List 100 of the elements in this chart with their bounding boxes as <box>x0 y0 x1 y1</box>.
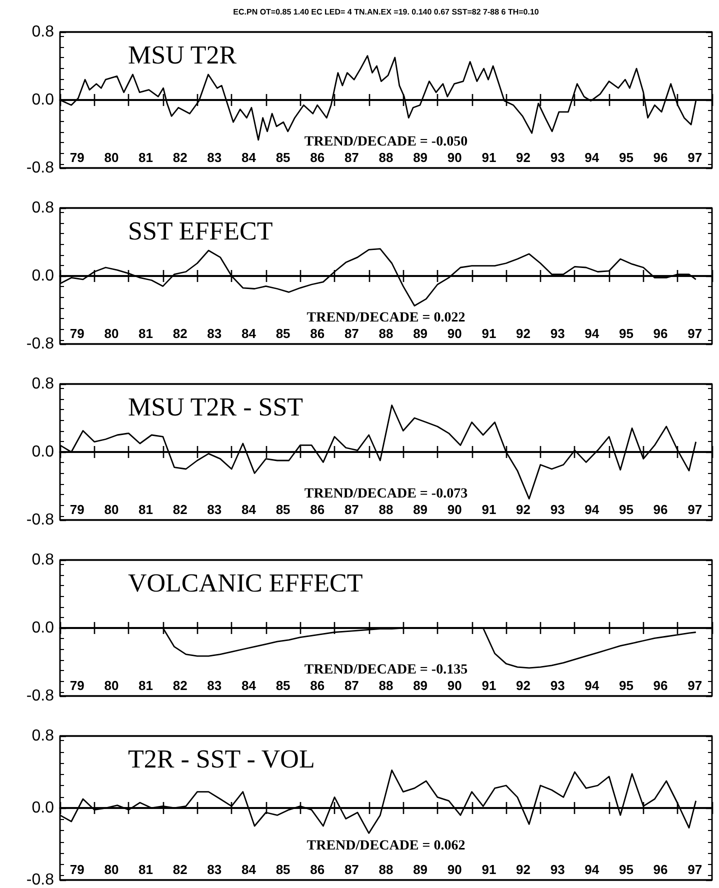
x-tick-label: 86 <box>310 502 325 517</box>
x-tick-label: 95 <box>618 502 634 517</box>
y-tick-label: 0.0 <box>32 444 54 460</box>
x-tick-label: 91 <box>482 862 496 877</box>
chart-subtitle: EC.PN OT=0.85 1.40 EC LED= 4 TN.AN.EX =19. 0.140 0.67 SST=82 7-88 6 TH=0.10 <box>233 8 540 16</box>
x-tick-label: 97 <box>688 150 702 165</box>
x-tick-label: 93 <box>550 502 565 517</box>
x-tick-label: 88 <box>378 862 394 877</box>
x-tick-label: 88 <box>378 502 394 517</box>
annotation: TREND/DECADE = 0.022 <box>306 310 466 326</box>
x-tick-label: 96 <box>653 502 668 517</box>
x-tick-label: 85 <box>276 678 290 693</box>
x-tick-label: 93 <box>550 678 565 693</box>
x-tick-label: 82 <box>172 150 188 165</box>
x-tick-label: 81 <box>138 862 154 877</box>
x-tick-label: 92 <box>516 862 530 877</box>
x-tick-label: 87 <box>344 678 359 693</box>
x-tick-label: 90 <box>447 678 462 693</box>
x-tick-label: 81 <box>138 326 154 341</box>
x-tick-label: 97 <box>688 862 702 877</box>
annotation: TREND/DECADE = -0.050 <box>304 134 468 150</box>
x-tick-label: 89 <box>413 502 428 517</box>
chart-title: MSU T2R <box>128 40 238 70</box>
x-tick-label: 95 <box>618 678 634 693</box>
x-tick-label: 80 <box>104 502 119 517</box>
x-tick-label: 88 <box>378 678 394 693</box>
x-tick-label: 79 <box>70 678 84 693</box>
y-tick-label: 0.0 <box>32 800 54 816</box>
x-tick-label: 85 <box>276 862 290 877</box>
x-tick-label: 86 <box>310 678 325 693</box>
x-tick-label: 85 <box>276 150 290 165</box>
x-tick-label: 89 <box>413 678 428 693</box>
x-tick-label: 82 <box>172 678 188 693</box>
x-tick-label: 88 <box>378 150 394 165</box>
x-tick-label: 83 <box>207 150 222 165</box>
x-tick-label: 84 <box>242 150 257 165</box>
x-tick-label: 87 <box>344 862 359 877</box>
x-tick-label: 84 <box>242 862 257 877</box>
chart-title: T2R - SST - VOL <box>128 744 315 774</box>
x-tick-label: 92 <box>516 326 530 341</box>
x-tick-label: 82 <box>172 326 188 341</box>
x-tick-label: 80 <box>104 326 119 341</box>
x-tick-label: 93 <box>550 150 565 165</box>
x-tick-label: 84 <box>242 502 257 517</box>
x-tick-label: 79 <box>70 862 84 877</box>
y-tick-label: 0.0 <box>32 268 54 284</box>
x-tick-label: 79 <box>70 502 84 517</box>
x-tick-label: 81 <box>138 502 154 517</box>
x-tick-label: 79 <box>70 150 84 165</box>
x-tick-label: 89 <box>413 150 428 165</box>
x-tick-label: 81 <box>138 678 154 693</box>
x-tick-label: 86 <box>310 862 325 877</box>
x-tick-label: 91 <box>482 150 496 165</box>
y-tick-label: -0.8 <box>26 336 54 352</box>
x-tick-label: 87 <box>344 502 359 517</box>
x-tick-label: 94 <box>584 326 600 341</box>
x-tick-label: 87 <box>344 326 359 341</box>
x-tick-label: 93 <box>550 862 565 877</box>
x-tick-label: 83 <box>207 502 222 517</box>
x-tick-label: 89 <box>413 326 428 341</box>
x-tick-label: 97 <box>688 502 702 517</box>
x-tick-label: 96 <box>653 678 668 693</box>
y-tick-label: -0.8 <box>26 160 54 176</box>
x-tick-label: 86 <box>310 326 325 341</box>
x-tick-label: 96 <box>653 326 668 341</box>
x-tick-label: 97 <box>688 678 702 693</box>
y-tick-label: 0.8 <box>32 552 54 568</box>
x-tick-label: 89 <box>413 862 428 877</box>
x-tick-label: 86 <box>310 150 325 165</box>
x-tick-label: 95 <box>618 862 634 877</box>
x-tick-label: 94 <box>584 150 600 165</box>
x-tick-label: 83 <box>207 862 222 877</box>
y-tick-label: -0.8 <box>26 688 54 704</box>
chart-title: MSU T2R - SST <box>128 392 304 422</box>
x-tick-label: 84 <box>242 678 257 693</box>
annotation: TREND/DECADE = 0.062 <box>306 838 466 854</box>
x-tick-label: 97 <box>688 326 702 341</box>
y-tick-label: -0.8 <box>26 872 54 888</box>
x-tick-label: 81 <box>138 150 154 165</box>
x-tick-label: 96 <box>653 862 668 877</box>
y-tick-label: 0.8 <box>32 728 54 744</box>
x-tick-label: 91 <box>482 678 496 693</box>
x-tick-label: 93 <box>550 326 565 341</box>
annotation: TREND/DECADE = -0.073 <box>304 486 468 502</box>
x-tick-label: 91 <box>482 502 496 517</box>
chart-title: VOLCANIC EFFECT <box>128 568 363 598</box>
x-tick-label: 82 <box>172 862 188 877</box>
x-tick-label: 85 <box>276 326 290 341</box>
x-tick-label: 85 <box>276 502 290 517</box>
x-tick-label: 87 <box>344 150 359 165</box>
x-tick-label: 92 <box>516 150 530 165</box>
x-tick-label: 83 <box>207 326 222 341</box>
x-tick-label: 92 <box>516 502 530 517</box>
annotation: TREND/DECADE = -0.135 <box>304 662 468 678</box>
x-tick-label: 95 <box>618 150 634 165</box>
x-tick-label: 79 <box>70 326 84 341</box>
x-tick-label: 82 <box>172 502 188 517</box>
y-tick-label: 0.8 <box>32 24 54 40</box>
x-tick-label: 90 <box>447 862 462 877</box>
y-tick-label: 0.0 <box>32 92 54 108</box>
